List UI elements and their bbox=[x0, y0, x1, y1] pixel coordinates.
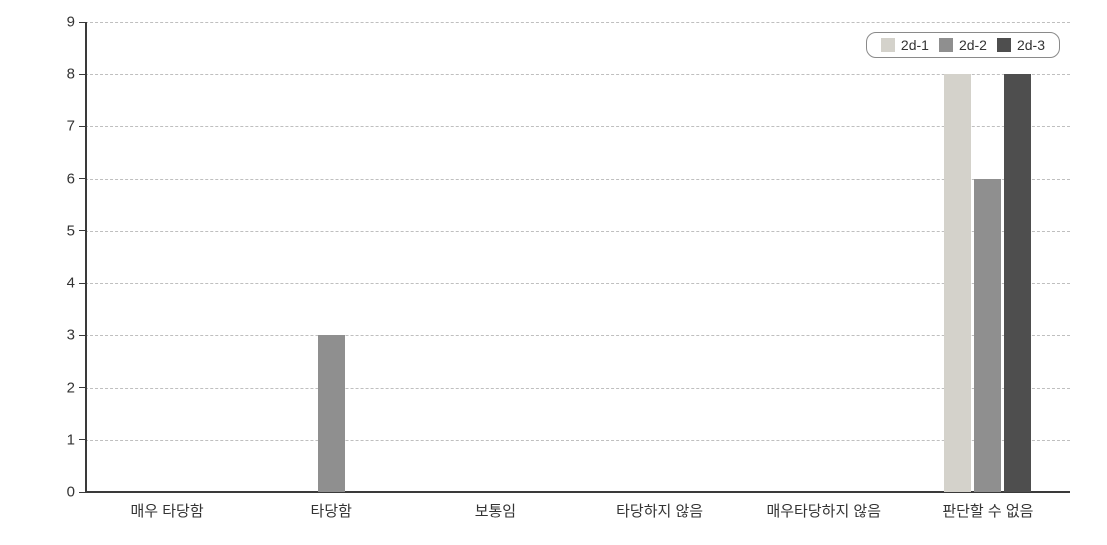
gridline bbox=[85, 74, 1070, 75]
y-tick-label: 5 bbox=[45, 222, 75, 239]
bar-chart: 0 1 2 3 4 5 6 7 8 9 매우 타당함 타당함 보통임 타당하지 않음 매우타당하지 않음 판… bbox=[0, 0, 1107, 545]
y-tick-label: 8 bbox=[45, 66, 75, 83]
y-tick-label: 9 bbox=[45, 14, 75, 31]
x-axis bbox=[85, 491, 1070, 493]
x-tick-label: 판단할 수 없음 bbox=[942, 500, 1033, 521]
legend-swatch bbox=[881, 38, 895, 52]
x-tick-label: 보통임 bbox=[475, 500, 516, 521]
legend-label: 2d-2 bbox=[959, 37, 987, 53]
legend-item: 2d-1 bbox=[881, 37, 929, 53]
legend-label: 2d-1 bbox=[901, 37, 929, 53]
gridline bbox=[85, 231, 1070, 232]
x-tick-label: 타당하지 않음 bbox=[616, 500, 703, 521]
plot-area bbox=[85, 22, 1070, 492]
bar bbox=[974, 179, 1001, 492]
x-tick-label: 타당함 bbox=[311, 500, 352, 521]
y-axis bbox=[85, 22, 87, 492]
y-tick-mark bbox=[79, 387, 85, 388]
y-tick-mark bbox=[79, 178, 85, 179]
x-tick-label: 매우타당하지 않음 bbox=[766, 500, 881, 521]
y-tick-label: 0 bbox=[45, 484, 75, 501]
legend-item: 2d-3 bbox=[997, 37, 1045, 53]
legend-swatch bbox=[997, 38, 1011, 52]
y-tick-label: 2 bbox=[45, 379, 75, 396]
legend: 2d-1 2d-2 2d-3 bbox=[866, 32, 1060, 58]
y-tick-label: 1 bbox=[45, 431, 75, 448]
y-tick-mark bbox=[79, 126, 85, 127]
y-tick-label: 6 bbox=[45, 170, 75, 187]
y-tick-mark bbox=[79, 22, 85, 23]
y-tick-label: 4 bbox=[45, 275, 75, 292]
y-tick-label: 7 bbox=[45, 118, 75, 135]
legend-swatch bbox=[939, 38, 953, 52]
gridline bbox=[85, 388, 1070, 389]
gridline bbox=[85, 126, 1070, 127]
y-tick-mark bbox=[79, 492, 85, 493]
y-tick-mark bbox=[79, 74, 85, 75]
gridline bbox=[85, 440, 1070, 441]
gridline bbox=[85, 283, 1070, 284]
bar bbox=[1004, 74, 1031, 492]
y-tick-mark bbox=[79, 335, 85, 336]
bar bbox=[944, 74, 971, 492]
gridline bbox=[85, 179, 1070, 180]
y-tick-mark bbox=[79, 283, 85, 284]
y-tick-label: 3 bbox=[45, 327, 75, 344]
legend-item: 2d-2 bbox=[939, 37, 987, 53]
gridline bbox=[85, 22, 1070, 23]
bar bbox=[318, 335, 345, 492]
x-tick-label: 매우 타당함 bbox=[130, 500, 203, 521]
y-tick-mark bbox=[79, 439, 85, 440]
legend-label: 2d-3 bbox=[1017, 37, 1045, 53]
y-tick-mark bbox=[79, 230, 85, 231]
gridline bbox=[85, 335, 1070, 336]
